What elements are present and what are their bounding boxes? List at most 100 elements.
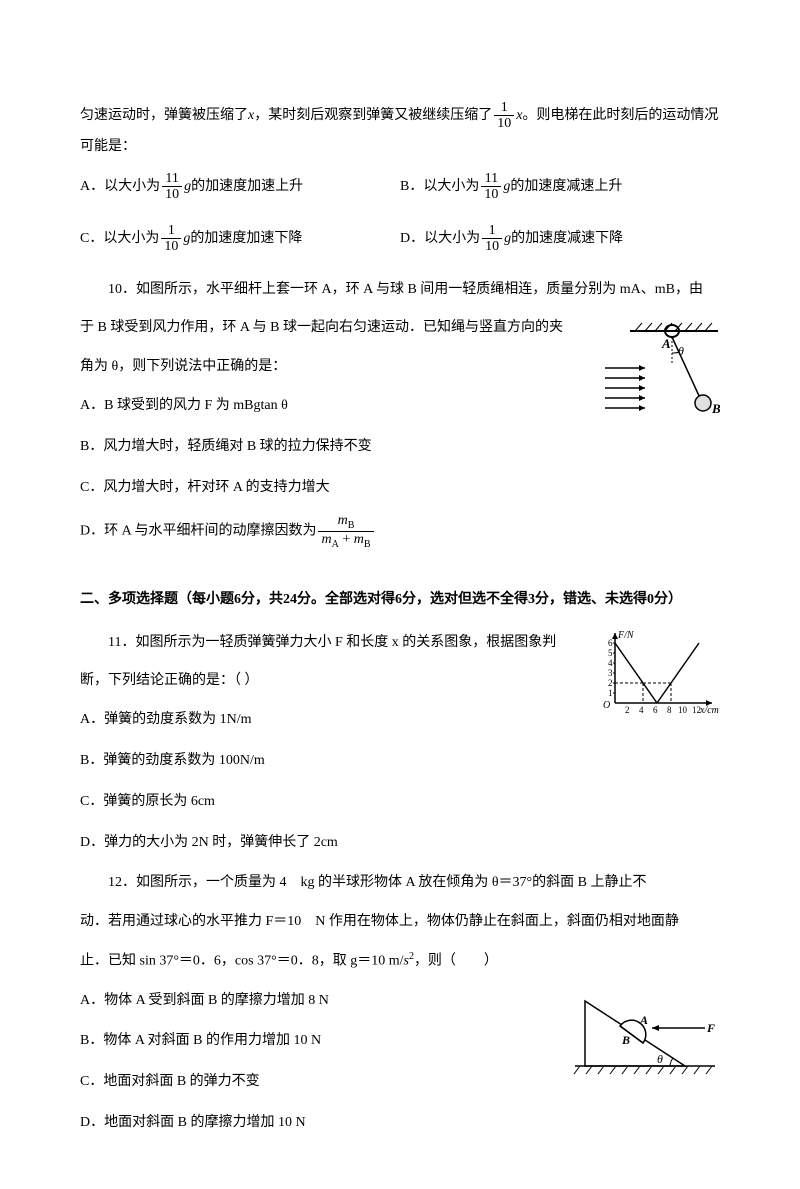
q9-optA-pre: A．以大小为: [80, 179, 160, 194]
q9-optC-den: 10: [161, 239, 181, 254]
line1: [615, 643, 657, 703]
hatch: [670, 1066, 676, 1074]
question-9: 匀速运动时，弹簧被压缩了x，某时刻后观察到弹簧又被继续压缩了110x。则电梯在此…: [80, 100, 720, 255]
q10-optD-num: mB: [318, 513, 373, 532]
q12-line3-pre: 止．已知 sin 37°＝0．6，cos 37°＝0．8，取 g＝10 m/: [80, 954, 403, 969]
q9-optD-den: 10: [482, 239, 502, 254]
xtick: 4: [639, 705, 644, 715]
hatch: [646, 1066, 652, 1074]
q9-optA: A．以大小为1110g的加速度加速上升: [80, 171, 400, 203]
q9-optC-pre: C．以大小为: [80, 231, 159, 246]
label-a: A: [661, 336, 671, 351]
q9-optA-frac: 1110: [162, 171, 182, 203]
q9-frac1: 110: [494, 100, 514, 132]
hatch: [706, 1066, 712, 1074]
q9-optB-den: 10: [481, 187, 501, 202]
q10-line1: 10．如图所示，水平细杆上套一环 A，环 A 与球 B 间用一轻质绳相连，质量分…: [80, 275, 720, 306]
string: [672, 337, 700, 398]
q9-optC: C．以大小为110g的加速度加速下降: [80, 223, 400, 255]
q10-optD-pre: D．环 A 与水平细杆间的动摩擦因数为: [80, 524, 316, 539]
origin: O: [603, 700, 610, 711]
q9-intro-text1: 匀速运动时，弹簧被压缩了: [80, 108, 248, 123]
hatch: [635, 323, 642, 331]
ytick: 5: [608, 648, 613, 658]
arrow-head: [639, 405, 645, 411]
q10-svg: A θ B: [600, 313, 720, 433]
q9-optD-pre: D．以大小为: [400, 231, 480, 246]
ytick: 3: [608, 668, 613, 678]
hatch: [705, 323, 712, 331]
q9-optB-num: 11: [481, 171, 501, 187]
q12-svg: θ A B F: [570, 986, 720, 1081]
hatch: [622, 1066, 628, 1074]
q11-optB: B．弹簧的劲度系数为 100N/m: [80, 746, 720, 777]
q10-optD-den: mA + mB: [318, 532, 373, 550]
ytick: 4: [608, 658, 613, 668]
q9-optD-frac: 110: [482, 223, 502, 255]
q9-optA-post: 的加速度加速上升: [191, 179, 303, 194]
line2: [657, 643, 699, 703]
theta-arc: [670, 1058, 673, 1066]
q12-line1: 12．如图所示，一个质量为 4 kg 的半球形物体 A 放在倾角为 θ＝37°的…: [80, 868, 720, 899]
q10-figure: A θ B: [600, 313, 720, 446]
q11-optD: D．弹力的大小为 2N 时，弹簧伸长了 2cm: [80, 828, 720, 859]
hatch: [598, 1066, 604, 1074]
question-10: 10．如图所示，水平细杆上套一环 A，环 A 与球 B 间用一轻质绳相连，质量分…: [80, 275, 720, 560]
q9-optD: D．以大小为110g的加速度减速下降: [400, 223, 720, 255]
hatch: [695, 323, 702, 331]
q12-line2: 动．若用通过球心的水平推力 F＝10 N 作用在物体上，物体仍静止在斜面上，斜面…: [80, 907, 720, 938]
ytick: 1: [608, 688, 613, 698]
q9-intro-text2: ，某时刻后观察到弹簧又被继续压缩了: [254, 108, 492, 123]
q9-intro: 匀速运动时，弹簧被压缩了x，某时刻后观察到弹簧又被继续压缩了110x。则电梯在此…: [80, 100, 720, 163]
q9-frac1-num: 1: [494, 100, 514, 116]
hatch: [645, 323, 652, 331]
q11-optC: C．弹簧的原长为 6cm: [80, 787, 720, 818]
hatch: [610, 1066, 616, 1074]
xtick: 10: [678, 705, 688, 715]
label-b: B: [621, 1033, 630, 1047]
force-head: [652, 1025, 659, 1031]
xtick: 2: [625, 705, 630, 715]
q11-figure: 1 2 3 4 5 6 2 4 6 8 10 12: [600, 628, 720, 731]
label-a: A: [639, 1013, 648, 1027]
q10-optC: C．风力增大时，杆对环 A 的支持力增大: [80, 473, 720, 504]
xtick: 8: [667, 705, 672, 715]
ytick: 2: [608, 678, 613, 688]
q9-optB: B．以大小为1110g的加速度减速上升: [400, 171, 720, 203]
q9-optB-frac: 1110: [481, 171, 501, 203]
q12-figure: θ A B F: [570, 986, 720, 1094]
label-theta: θ: [657, 1052, 663, 1066]
hatch: [685, 323, 692, 331]
hatch: [694, 1066, 700, 1074]
arrow-head: [639, 375, 645, 381]
q9-optD-num: 1: [482, 223, 502, 239]
question-11: 1 2 3 4 5 6 2 4 6 8 10 12: [80, 628, 720, 869]
q10-optD-frac: mBmA + mB: [318, 513, 373, 550]
q12-line3-post: ，则（ ）: [414, 954, 498, 969]
hatch: [634, 1066, 640, 1074]
ylabel: F/N: [617, 630, 635, 641]
q10-optD: D．环 A 与水平细杆间的动摩擦因数为mBmA + mB: [80, 513, 720, 550]
label-b: B: [711, 401, 720, 416]
q9-optA-den: 10: [162, 187, 182, 202]
q12-line3: 止．已知 sin 37°＝0．6，cos 37°＝0．8，取 g＝10 m/s2…: [80, 946, 720, 977]
arrow-head: [639, 365, 645, 371]
q11-svg: 1 2 3 4 5 6 2 4 6 8 10 12: [600, 628, 720, 718]
hatch: [586, 1066, 592, 1074]
hatch: [574, 1066, 580, 1074]
hatch: [655, 323, 662, 331]
hatch: [682, 1066, 688, 1074]
xtick: 6: [653, 705, 658, 715]
ytick: 6: [608, 638, 613, 648]
arrow-head: [639, 395, 645, 401]
ball-b: [695, 395, 711, 411]
label-f: F: [706, 1021, 715, 1035]
q9-frac1-den: 10: [494, 116, 514, 131]
q9-row2: C．以大小为110g的加速度加速下降 D．以大小为110g的加速度减速下降: [80, 223, 720, 255]
q9-optB-post: 的加速度减速上升: [510, 179, 622, 194]
label-theta: θ: [678, 344, 684, 358]
q9-optD-post: 的加速度减速下降: [511, 231, 623, 246]
arrow-head: [639, 385, 645, 391]
q9-optC-num: 1: [161, 223, 181, 239]
q9-optB-pre: B．以大小为: [400, 179, 479, 194]
